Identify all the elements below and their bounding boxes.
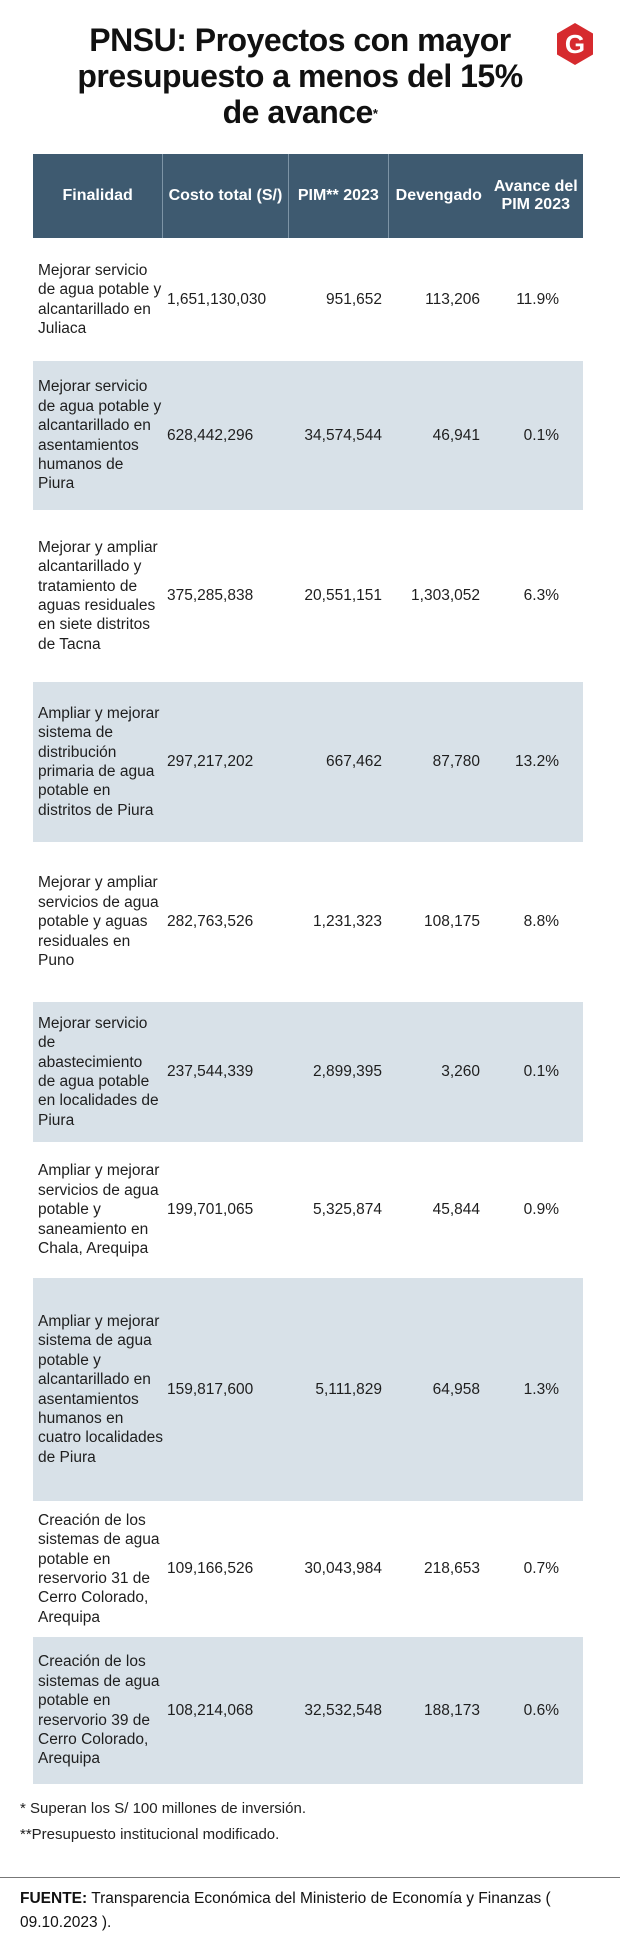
- cell-avance: 1.3%: [523, 1380, 559, 1398]
- cell-costo: 282,763,526: [167, 913, 254, 931]
- table-row: Ampliar y mejorar sistema de agua potabl…: [33, 1278, 583, 1501]
- cell-devengado: 108,175: [423, 913, 480, 931]
- cell-pim: 34,574,544: [304, 426, 382, 444]
- cell-devengado: 1,303,052: [411, 587, 480, 605]
- source-label: FUENTE:: [20, 1890, 88, 1907]
- cell-pim: 5,111,829: [315, 1380, 382, 1398]
- cell-costo: 628,442,296: [167, 426, 254, 444]
- cell-costo: 108,214,068: [167, 1701, 254, 1719]
- cell-costo: 109,166,526: [167, 1560, 254, 1578]
- cell-devengado: 45,844: [432, 1201, 480, 1219]
- cell-avance: 0.7%: [523, 1560, 559, 1578]
- cell-finalidad: Creación de los sistemas de agua potable…: [38, 1511, 160, 1626]
- footnote-investment: * Superan los S/ 100 millones de inversi…: [20, 1800, 306, 1817]
- cell-avance: 0.1%: [523, 426, 559, 444]
- cell-pim: 5,325,874: [313, 1201, 382, 1219]
- cell-avance: 0.1%: [523, 1063, 559, 1081]
- cell-devengado: 64,958: [432, 1380, 480, 1398]
- footnotes: * Superan los S/ 100 millones de inversi…: [20, 1796, 306, 1848]
- title-text: PNSU: Proyectos con mayor presupuesto a …: [77, 22, 523, 130]
- cell-pim: 32,532,548: [304, 1701, 382, 1719]
- projects-table: Finalidad Costo total (S/) PIM** 2023 De…: [33, 154, 583, 1784]
- col-header-avance: Avance del PIM 2023: [493, 178, 578, 213]
- cell-devengado: 87,780: [432, 753, 480, 771]
- cell-avance: 13.2%: [515, 753, 559, 771]
- cell-finalidad: Mejorar y ampliar alcantarillado y trata…: [38, 538, 158, 653]
- cell-avance: 6.3%: [523, 587, 559, 605]
- cell-costo: 159,817,600: [167, 1380, 254, 1398]
- cell-finalidad: Ampliar y mejorar sistema de agua potabl…: [38, 1312, 163, 1466]
- table-row: Mejorar servicio de agua potable y alcan…: [33, 238, 583, 361]
- chart-title: PNSU: Proyectos con mayor presupuesto a …: [60, 22, 540, 130]
- cell-devengado: 188,173: [423, 1701, 480, 1719]
- cell-avance: 8.8%: [523, 913, 559, 931]
- table-header: Finalidad Costo total (S/) PIM** 2023 De…: [33, 154, 583, 238]
- cell-pim: 667,462: [325, 753, 382, 771]
- col-header-devengado: Devengado: [395, 187, 482, 204]
- cell-avance: 0.9%: [523, 1201, 559, 1219]
- table-row: Mejorar y ampliar servicios de agua pota…: [33, 842, 583, 1002]
- table-row: Ampliar y mejorar sistema de distribució…: [33, 682, 583, 842]
- cell-finalidad: Ampliar y mejorar servicios de agua pota…: [38, 1162, 160, 1258]
- table-row: Mejorar servicio de agua potable y alcan…: [33, 361, 583, 510]
- divider: [0, 1877, 620, 1878]
- source-note: FUENTE: Transparencia Económica del Mini…: [20, 1887, 580, 1935]
- cell-finalidad: Ampliar y mejorar sistema de distribució…: [38, 704, 160, 819]
- cell-finalidad: Mejorar servicio de agua potable y alcan…: [38, 378, 162, 493]
- cell-pim: 2,899,395: [313, 1063, 382, 1081]
- cell-costo: 199,701,065: [167, 1201, 254, 1219]
- gestion-logo-icon: G: [557, 23, 593, 65]
- cell-costo: 237,544,339: [167, 1063, 254, 1081]
- cell-devengado: 46,941: [432, 426, 480, 444]
- logo-letter: G: [565, 29, 585, 59]
- title-marker: *: [372, 106, 378, 121]
- source-text: Transparencia Económica del Ministerio d…: [20, 1890, 551, 1931]
- cell-costo: 375,285,838: [167, 587, 254, 605]
- cell-pim: 1,231,323: [313, 913, 382, 931]
- cell-avance: 0.6%: [523, 1701, 559, 1719]
- cell-costo: 297,217,202: [167, 753, 254, 771]
- footnote-pim: **Presupuesto institucional modificado.: [20, 1826, 280, 1843]
- table-row: Mejorar servicio de abastecimiento de ag…: [33, 1002, 583, 1142]
- cell-costo: 1,651,130,030: [167, 290, 267, 308]
- table-row: Creación de los sistemas de agua potable…: [33, 1501, 583, 1637]
- table-row: Creación de los sistemas de agua potable…: [33, 1637, 583, 1784]
- cell-pim: 951,652: [325, 290, 382, 308]
- cell-finalidad: Creación de los sistemas de agua potable…: [38, 1653, 160, 1768]
- cell-pim: 20,551,151: [304, 587, 382, 605]
- table-row: Mejorar y ampliar alcantarillado y trata…: [33, 510, 583, 682]
- cell-finalidad: Mejorar y ampliar servicios de agua pota…: [38, 874, 159, 970]
- cell-avance: 11.9%: [516, 290, 559, 308]
- cell-devengado: 218,653: [423, 1560, 480, 1578]
- cell-finalidad: Mejorar servicio de abastecimiento de ag…: [38, 1014, 159, 1129]
- col-header-finalidad: Finalidad: [33, 154, 164, 238]
- col-header-costo-total: Costo total (S/): [163, 154, 289, 238]
- cell-devengado: 113,206: [425, 290, 480, 308]
- cell-pim: 30,043,984: [304, 1560, 382, 1578]
- table-row: Ampliar y mejorar servicios de agua pota…: [33, 1142, 583, 1278]
- cell-devengado: 3,260: [441, 1063, 480, 1081]
- cell-finalidad: Mejorar servicio de agua potable y alcan…: [38, 261, 162, 337]
- col-header-pim: PIM** 2023: [289, 154, 390, 238]
